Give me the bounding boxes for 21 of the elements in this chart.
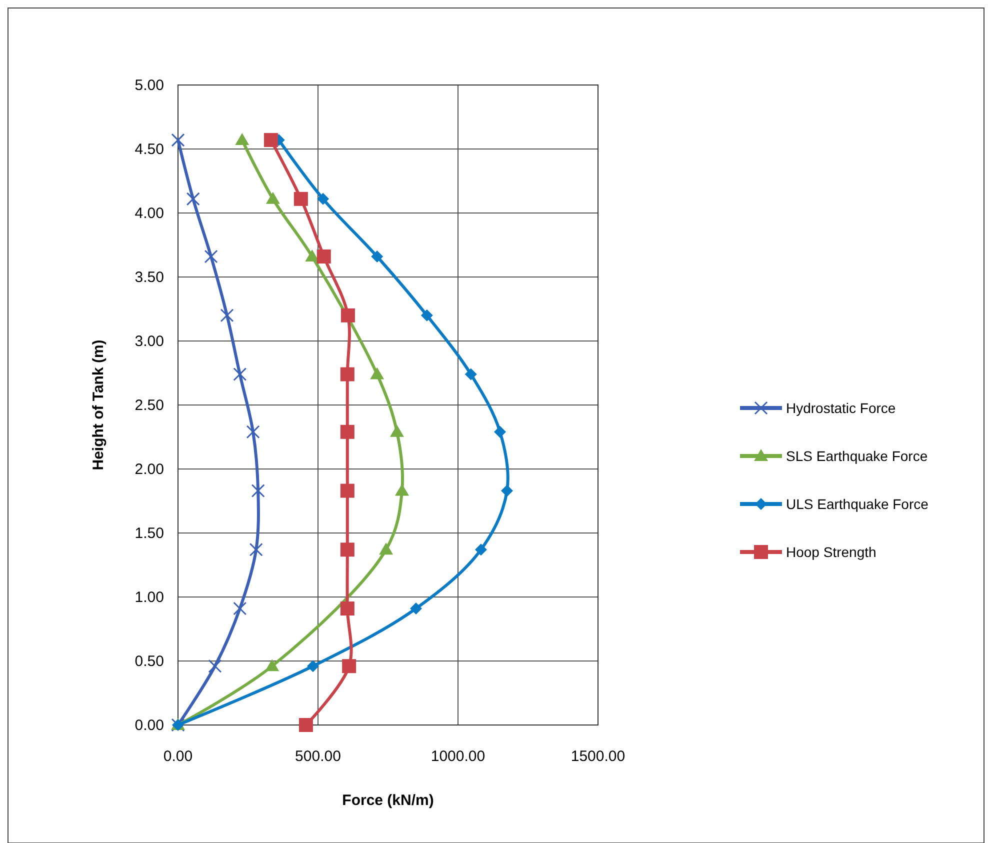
y-tick-label: 1.00 xyxy=(134,589,164,606)
x-axis-title: Force (kN/m) xyxy=(342,792,434,809)
y-tick-label: 2.50 xyxy=(134,397,164,414)
legend-label: Hydrostatic Force xyxy=(786,400,896,416)
y-tick-label: 4.50 xyxy=(134,141,164,158)
y-tick-label: 0.00 xyxy=(134,717,164,734)
y-tick-label: 4.00 xyxy=(134,205,164,222)
x-tick-label: 0.00 xyxy=(163,748,193,765)
x-tick-label: 1500.00 xyxy=(570,748,626,765)
y-tick-label: 5.00 xyxy=(134,77,164,94)
y-tick-label: 1.50 xyxy=(134,525,164,542)
y-tick-label: 2.00 xyxy=(134,461,164,478)
x-tick-label: 1000.00 xyxy=(430,748,486,765)
y-tick-label: 0.50 xyxy=(134,653,164,670)
y-tick-label: 3.50 xyxy=(134,269,164,286)
legend-label: ULS Earthquake Force xyxy=(786,496,929,512)
legend-label: Hoop Strength xyxy=(786,544,876,560)
y-tick-label: 3.00 xyxy=(134,333,164,350)
legend-label: SLS Earthquake Force xyxy=(786,448,928,464)
y-axis-title: Height of Tank (m) xyxy=(90,340,107,470)
x-tick-label: 500.00 xyxy=(295,748,341,765)
